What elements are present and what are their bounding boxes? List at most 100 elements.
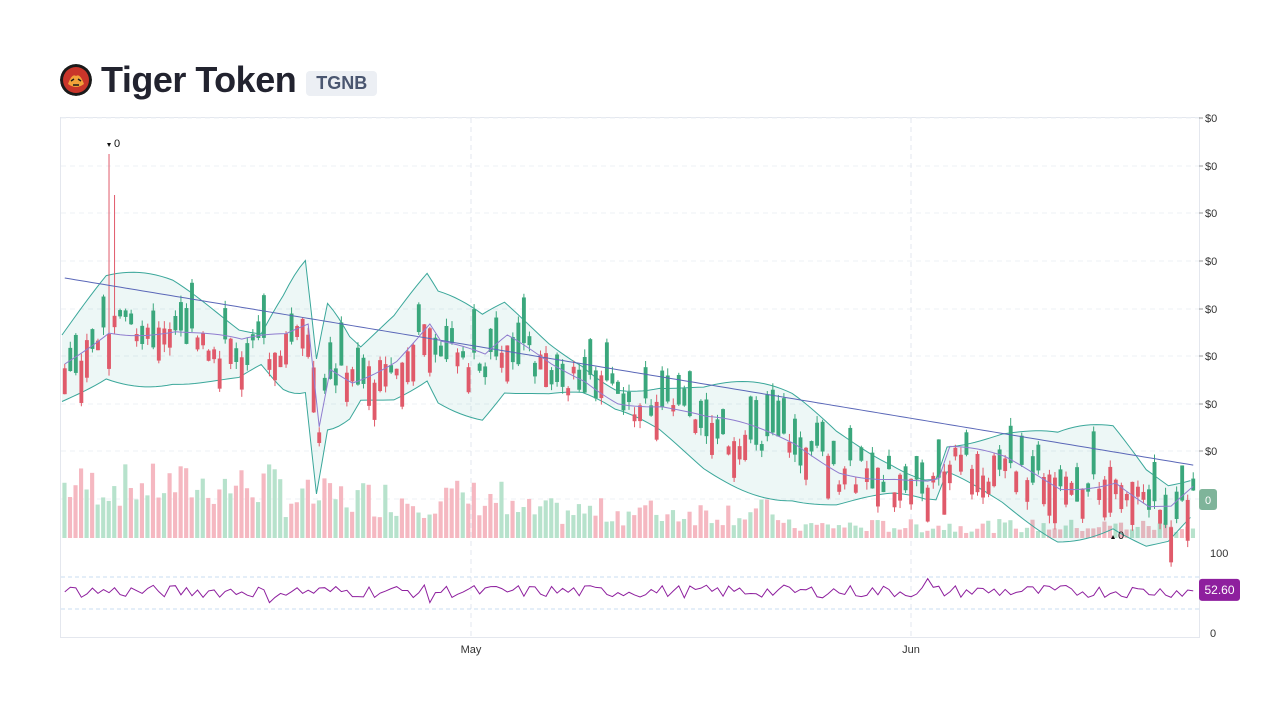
volume-bar xyxy=(681,518,687,538)
candle-body xyxy=(278,355,283,368)
volume-bar xyxy=(383,484,388,538)
candle-body xyxy=(184,308,189,344)
candle-body xyxy=(212,349,217,360)
low-marker-label: 0 xyxy=(1118,530,1124,542)
volume-bar xyxy=(233,485,239,538)
volume-bar xyxy=(338,486,344,538)
volume-bar xyxy=(90,472,95,538)
candle-body xyxy=(245,343,250,365)
volume-bar xyxy=(466,503,471,538)
volume-bar xyxy=(1002,522,1007,538)
volume-bar xyxy=(333,499,338,538)
chart-grid xyxy=(61,117,1199,637)
volume-bar xyxy=(665,514,670,538)
candle-body xyxy=(992,455,997,487)
volume-bar xyxy=(831,528,836,538)
volume-bar xyxy=(101,497,106,538)
volume-bar xyxy=(560,523,565,538)
volume-bar xyxy=(399,498,404,538)
volume-bar xyxy=(1080,530,1085,538)
price-tick-label: $0 xyxy=(1205,113,1217,125)
volume-bar xyxy=(449,488,454,538)
candle-body xyxy=(62,368,67,395)
candle-body xyxy=(1091,431,1096,475)
volume-bar xyxy=(1030,519,1035,538)
candle-body xyxy=(505,345,510,382)
candle-body xyxy=(793,418,797,455)
volume-bar xyxy=(1058,529,1063,538)
candle-body xyxy=(704,399,709,437)
candle-body xyxy=(1113,479,1118,495)
candle-body xyxy=(339,322,344,366)
volume-bar xyxy=(770,514,775,538)
volume-bar xyxy=(687,511,692,538)
candle-body xyxy=(754,400,759,445)
candle-body xyxy=(593,370,598,399)
volume-bar xyxy=(870,520,875,538)
candle-body xyxy=(521,297,526,343)
volume-bar xyxy=(858,527,864,538)
candle-body xyxy=(892,492,897,508)
candle-body xyxy=(427,328,432,373)
volume-bar xyxy=(1146,526,1151,538)
candle-body xyxy=(627,391,631,403)
candle-body xyxy=(958,454,963,472)
candle-body xyxy=(549,370,554,385)
candle-body xyxy=(544,353,548,387)
volume-bar xyxy=(427,514,432,538)
volume-bar xyxy=(676,521,681,538)
high-marker-label: 0 xyxy=(114,138,120,150)
candle-body xyxy=(134,333,139,342)
candle-body xyxy=(1025,480,1030,502)
volume-bar xyxy=(482,505,487,538)
candle-body xyxy=(632,414,637,422)
volume-bar xyxy=(433,513,438,538)
candle-body xyxy=(411,344,416,382)
candle-body xyxy=(499,352,504,368)
volume-bar xyxy=(421,517,427,538)
volume-bar xyxy=(847,522,853,538)
candle-body xyxy=(1053,477,1057,524)
volume-bar xyxy=(1130,529,1135,538)
candle-body xyxy=(765,394,770,437)
price-tick-label: $0 xyxy=(1205,256,1217,268)
candle-body xyxy=(68,347,73,372)
candle-body xyxy=(898,474,902,501)
volume-bar xyxy=(106,500,111,538)
candle-body xyxy=(527,336,532,346)
candle-body xyxy=(317,432,322,443)
volume-bar xyxy=(930,528,936,538)
candle-body xyxy=(333,368,338,386)
candle-body xyxy=(112,315,117,328)
volume-bar xyxy=(344,507,349,538)
volume-bar xyxy=(289,503,294,538)
volume-bar xyxy=(184,468,189,538)
candle-body xyxy=(195,337,200,350)
volume-bars xyxy=(62,463,1196,538)
volume-bar xyxy=(991,532,996,538)
candle-body xyxy=(649,405,654,416)
volume-bar xyxy=(825,524,830,538)
candle-body xyxy=(267,359,272,370)
volume-bar xyxy=(908,519,913,538)
candle-body xyxy=(1097,488,1102,500)
candle-body xyxy=(533,362,537,377)
volume-bar xyxy=(134,499,139,538)
candle-body xyxy=(300,318,305,349)
candle-body xyxy=(748,396,753,440)
volume-bar xyxy=(571,515,576,538)
volume-bar xyxy=(62,482,67,538)
volume-bar xyxy=(726,505,731,538)
volume-bar xyxy=(1124,529,1129,538)
volume-bar xyxy=(410,506,416,538)
volume-bar xyxy=(366,484,371,538)
volume-bar xyxy=(615,511,620,538)
candle-body xyxy=(577,369,582,390)
ma-short-line xyxy=(64,323,1194,508)
volume-bar xyxy=(720,525,725,538)
last-price-badge xyxy=(1199,489,1217,510)
volume-bar xyxy=(1163,522,1168,538)
volume-bar xyxy=(471,482,476,538)
candle-body xyxy=(848,427,853,461)
